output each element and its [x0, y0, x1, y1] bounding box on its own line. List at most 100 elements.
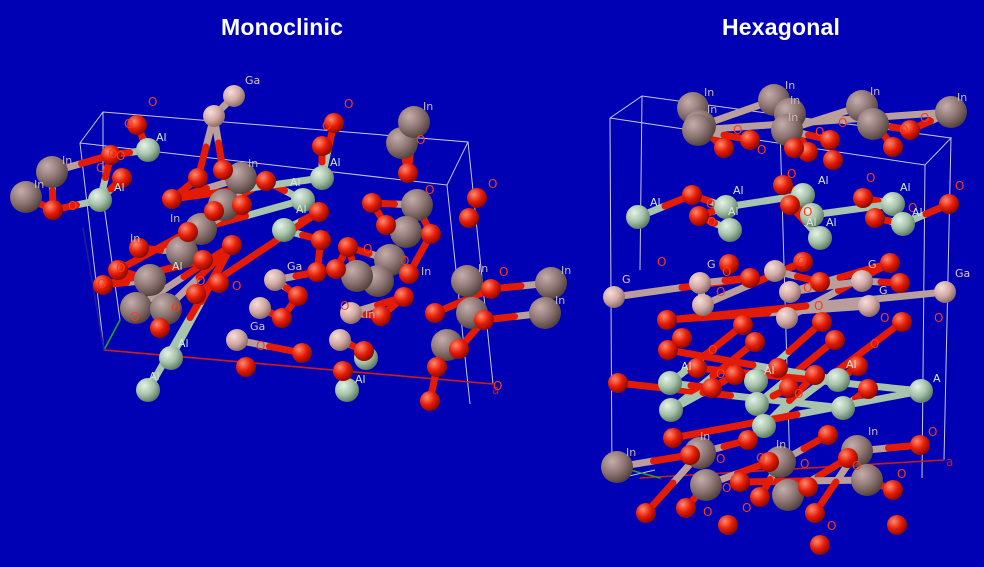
mono-atom-o	[362, 193, 382, 213]
hex-atom-al	[831, 396, 855, 420]
hex-atom-o	[672, 328, 692, 348]
hex-atom-o	[900, 120, 920, 140]
mono-atom-in	[134, 264, 166, 296]
monoclinic-atom-label: Al	[290, 176, 301, 189]
mono-atom-o	[425, 303, 445, 323]
mono-atom-o	[326, 259, 346, 279]
hexagonal-atom-label: O	[815, 125, 824, 139]
monoclinic-atom-label: Ga	[245, 74, 260, 87]
hexagonal-atom-label: O	[920, 111, 929, 125]
hex-atom-o	[658, 340, 678, 360]
hex-atom-o	[733, 315, 753, 335]
hex-axis-a-label: a	[946, 455, 953, 469]
mono-atom-o	[333, 361, 353, 381]
mono-atom-in	[150, 293, 182, 325]
hex-bond	[664, 346, 757, 369]
mono-atom-o	[338, 237, 358, 257]
mono-axis-b	[103, 319, 121, 351]
hex-atom-al	[658, 371, 682, 395]
monoclinic-atom-label: O	[96, 161, 105, 175]
hex-atom-ga	[851, 270, 873, 292]
mono-atom-o	[209, 273, 229, 293]
hexagonal-atom-label: O	[880, 311, 889, 325]
monoclinic-atom-label: O	[116, 149, 125, 163]
hex-atom-o	[773, 175, 793, 195]
hexagonal-atom-label: Al	[764, 364, 775, 377]
hex-atom-al	[800, 203, 824, 227]
mono-atom-in	[341, 260, 373, 292]
hexagonal-atom-label: In	[707, 103, 717, 116]
hex-atom-o	[738, 430, 758, 450]
hex-atom-ga	[776, 307, 798, 329]
mono-atom-in	[10, 181, 42, 213]
hex-atom-o	[883, 137, 903, 157]
hex-atom-al	[744, 369, 768, 393]
hex-bond	[793, 387, 925, 418]
mono-atom-ga	[329, 329, 351, 351]
monoclinic-atom-label: O	[363, 242, 372, 256]
mono-cell-edge	[79, 142, 105, 351]
monoclinic-atom-label: Al	[296, 203, 307, 216]
mono-atom-o	[467, 188, 487, 208]
mono-atom-in	[401, 189, 433, 221]
mono-atom-o	[371, 306, 391, 326]
mono-atom-o	[288, 286, 308, 306]
mono-atom-o	[312, 136, 332, 156]
monoclinic-atom-label: In	[34, 178, 44, 191]
mono-atom-o	[213, 160, 233, 180]
hex-atom-ga	[692, 294, 714, 316]
hex-atom-al	[752, 414, 776, 438]
hexagonal-atom-label: G	[868, 258, 877, 271]
hexagonal-atom-label: O	[803, 205, 812, 219]
hex-bond	[669, 411, 801, 442]
hex-atom-in	[935, 96, 967, 128]
mono-atom-al	[159, 346, 183, 370]
mono-atom-o	[459, 208, 479, 228]
mono-atom-al	[291, 188, 315, 212]
monoclinic-atom-label: O	[322, 119, 331, 133]
hexagonal-atom-label: In	[776, 438, 786, 451]
hex-atom-o	[745, 332, 765, 352]
mono-atom-o	[481, 279, 501, 299]
mono-atom-o	[129, 238, 149, 258]
hexagonal-atom-label: O	[852, 459, 861, 473]
monoclinic-atom-label: In	[555, 294, 565, 307]
hexagonal-atom-label: O	[928, 425, 937, 439]
mono-atom-ga	[249, 297, 271, 319]
hex-atom-in	[851, 464, 883, 496]
monoclinic-atom-label: In	[170, 212, 180, 225]
hex-atom-o	[805, 365, 825, 385]
hex-atom-o	[714, 138, 734, 158]
mono-atom-o	[162, 189, 182, 209]
hex-atom-o	[858, 379, 878, 399]
hexagonal-atom-label: In	[790, 94, 800, 107]
mono-atom-o	[178, 222, 198, 242]
hex-atom-o	[892, 312, 912, 332]
monoclinic-atom-label: O	[256, 339, 265, 353]
hexagonal-atom-label: O	[722, 481, 731, 495]
hexagonal-atom-label: O	[955, 179, 964, 193]
mono-atom-o	[93, 275, 113, 295]
hexagonal-atom-label: In	[957, 91, 967, 104]
mono-atom-in	[390, 216, 422, 248]
hexagonal-atom-label: O	[838, 116, 847, 130]
hex-atom-o	[687, 358, 707, 378]
hexagonal-atom-label: O	[934, 311, 943, 325]
mono-atom-in	[398, 106, 430, 138]
hex-atom-in	[601, 451, 633, 483]
mono-atom-al	[136, 138, 160, 162]
hex-atom-o	[779, 378, 799, 398]
hexagonal-atom-label: In	[870, 85, 880, 98]
hex-atom-o	[825, 330, 845, 350]
mono-atom-o	[307, 262, 327, 282]
hexagonal-atom-label: O	[800, 457, 809, 471]
monoclinic-atom-label: O	[171, 301, 180, 315]
monoclinic-atom-label: Al	[330, 156, 341, 169]
hex-atom-al	[808, 226, 832, 250]
monoclinic-atom-label: O	[493, 379, 502, 393]
mono-atom-o	[256, 171, 276, 191]
hexagonal-atom-label: O	[706, 197, 715, 211]
hexagonal-atom-label: Al	[650, 196, 661, 209]
hex-atom-ga	[603, 286, 625, 308]
mono-atom-o	[399, 264, 419, 284]
